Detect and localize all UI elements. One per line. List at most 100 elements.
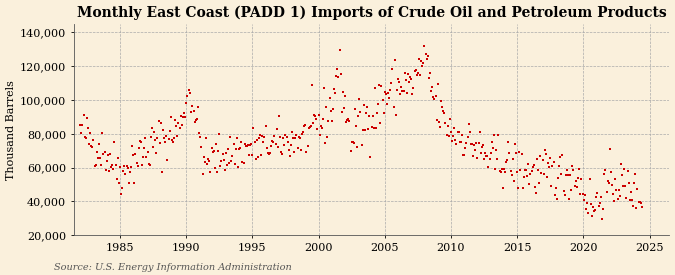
Point [232,136,242,140]
Point [335,72,346,76]
Point [321,105,331,110]
Point [389,58,400,63]
Point [369,126,379,130]
Point [289,150,300,155]
Point [446,130,456,134]
Point [252,154,263,159]
Point [461,141,472,145]
Point [458,153,468,158]
Point [383,91,394,95]
Point [444,117,455,121]
Point [323,119,334,123]
Point [398,89,409,93]
Point [385,88,396,92]
Point [207,150,218,154]
Point [425,71,435,76]
Point [332,67,343,72]
Point [537,158,548,163]
Point [184,88,194,92]
Point [228,142,239,146]
Point [84,142,95,146]
Point [296,132,307,136]
Point [387,67,398,72]
Point [100,168,111,173]
Point [88,137,99,142]
Point [312,127,323,131]
Point [357,128,368,132]
Point [520,168,531,172]
Point [515,167,526,172]
Point [518,174,529,179]
Point [206,146,217,151]
Point [346,139,357,144]
Point [167,140,178,144]
Point [329,90,340,95]
Point [397,88,408,93]
Point [227,153,238,158]
Point [381,92,392,96]
Point [595,195,606,199]
Point [483,165,494,170]
Point [279,142,290,147]
Point [317,117,328,122]
Point [605,169,616,174]
Point [233,165,244,169]
Point [167,138,178,142]
Point [618,184,628,188]
Point [230,147,241,151]
Point [202,162,213,166]
Point [118,169,129,174]
Point [554,164,564,168]
Point [512,170,522,175]
Point [263,152,274,156]
Point [511,150,522,155]
Point [351,124,362,128]
Point [571,185,582,189]
Point [456,140,466,144]
Point [178,115,188,120]
Point [462,135,473,139]
Point [122,164,132,168]
Point [354,97,364,101]
Point [209,166,220,170]
Point [435,98,446,103]
Point [431,117,442,122]
Point [531,190,541,195]
Point [558,189,569,193]
Point [494,169,505,173]
Point [433,120,444,125]
Point [239,142,250,146]
Point [310,114,321,119]
Point [628,181,639,186]
Point [148,145,159,149]
Point [180,115,190,120]
Point [407,92,418,96]
Point [148,130,159,134]
Point [169,118,180,122]
Point [500,170,510,174]
Point [611,188,622,192]
Point [541,152,551,156]
Point [499,167,510,171]
Point [110,163,121,167]
Point [477,145,487,150]
Point [165,115,176,119]
Point [97,130,108,135]
Point [388,104,399,109]
Point [198,155,209,160]
Point [634,199,645,204]
Point [394,80,404,84]
Point [334,48,345,53]
Point [172,134,183,138]
Point [439,111,450,115]
Point [360,111,371,115]
Point [576,177,587,182]
Point [194,130,205,135]
Point [296,147,306,152]
Point [560,173,571,177]
Point [282,140,293,145]
Point [218,158,229,162]
Point [616,172,627,177]
Point [106,165,117,169]
Point [566,188,576,192]
